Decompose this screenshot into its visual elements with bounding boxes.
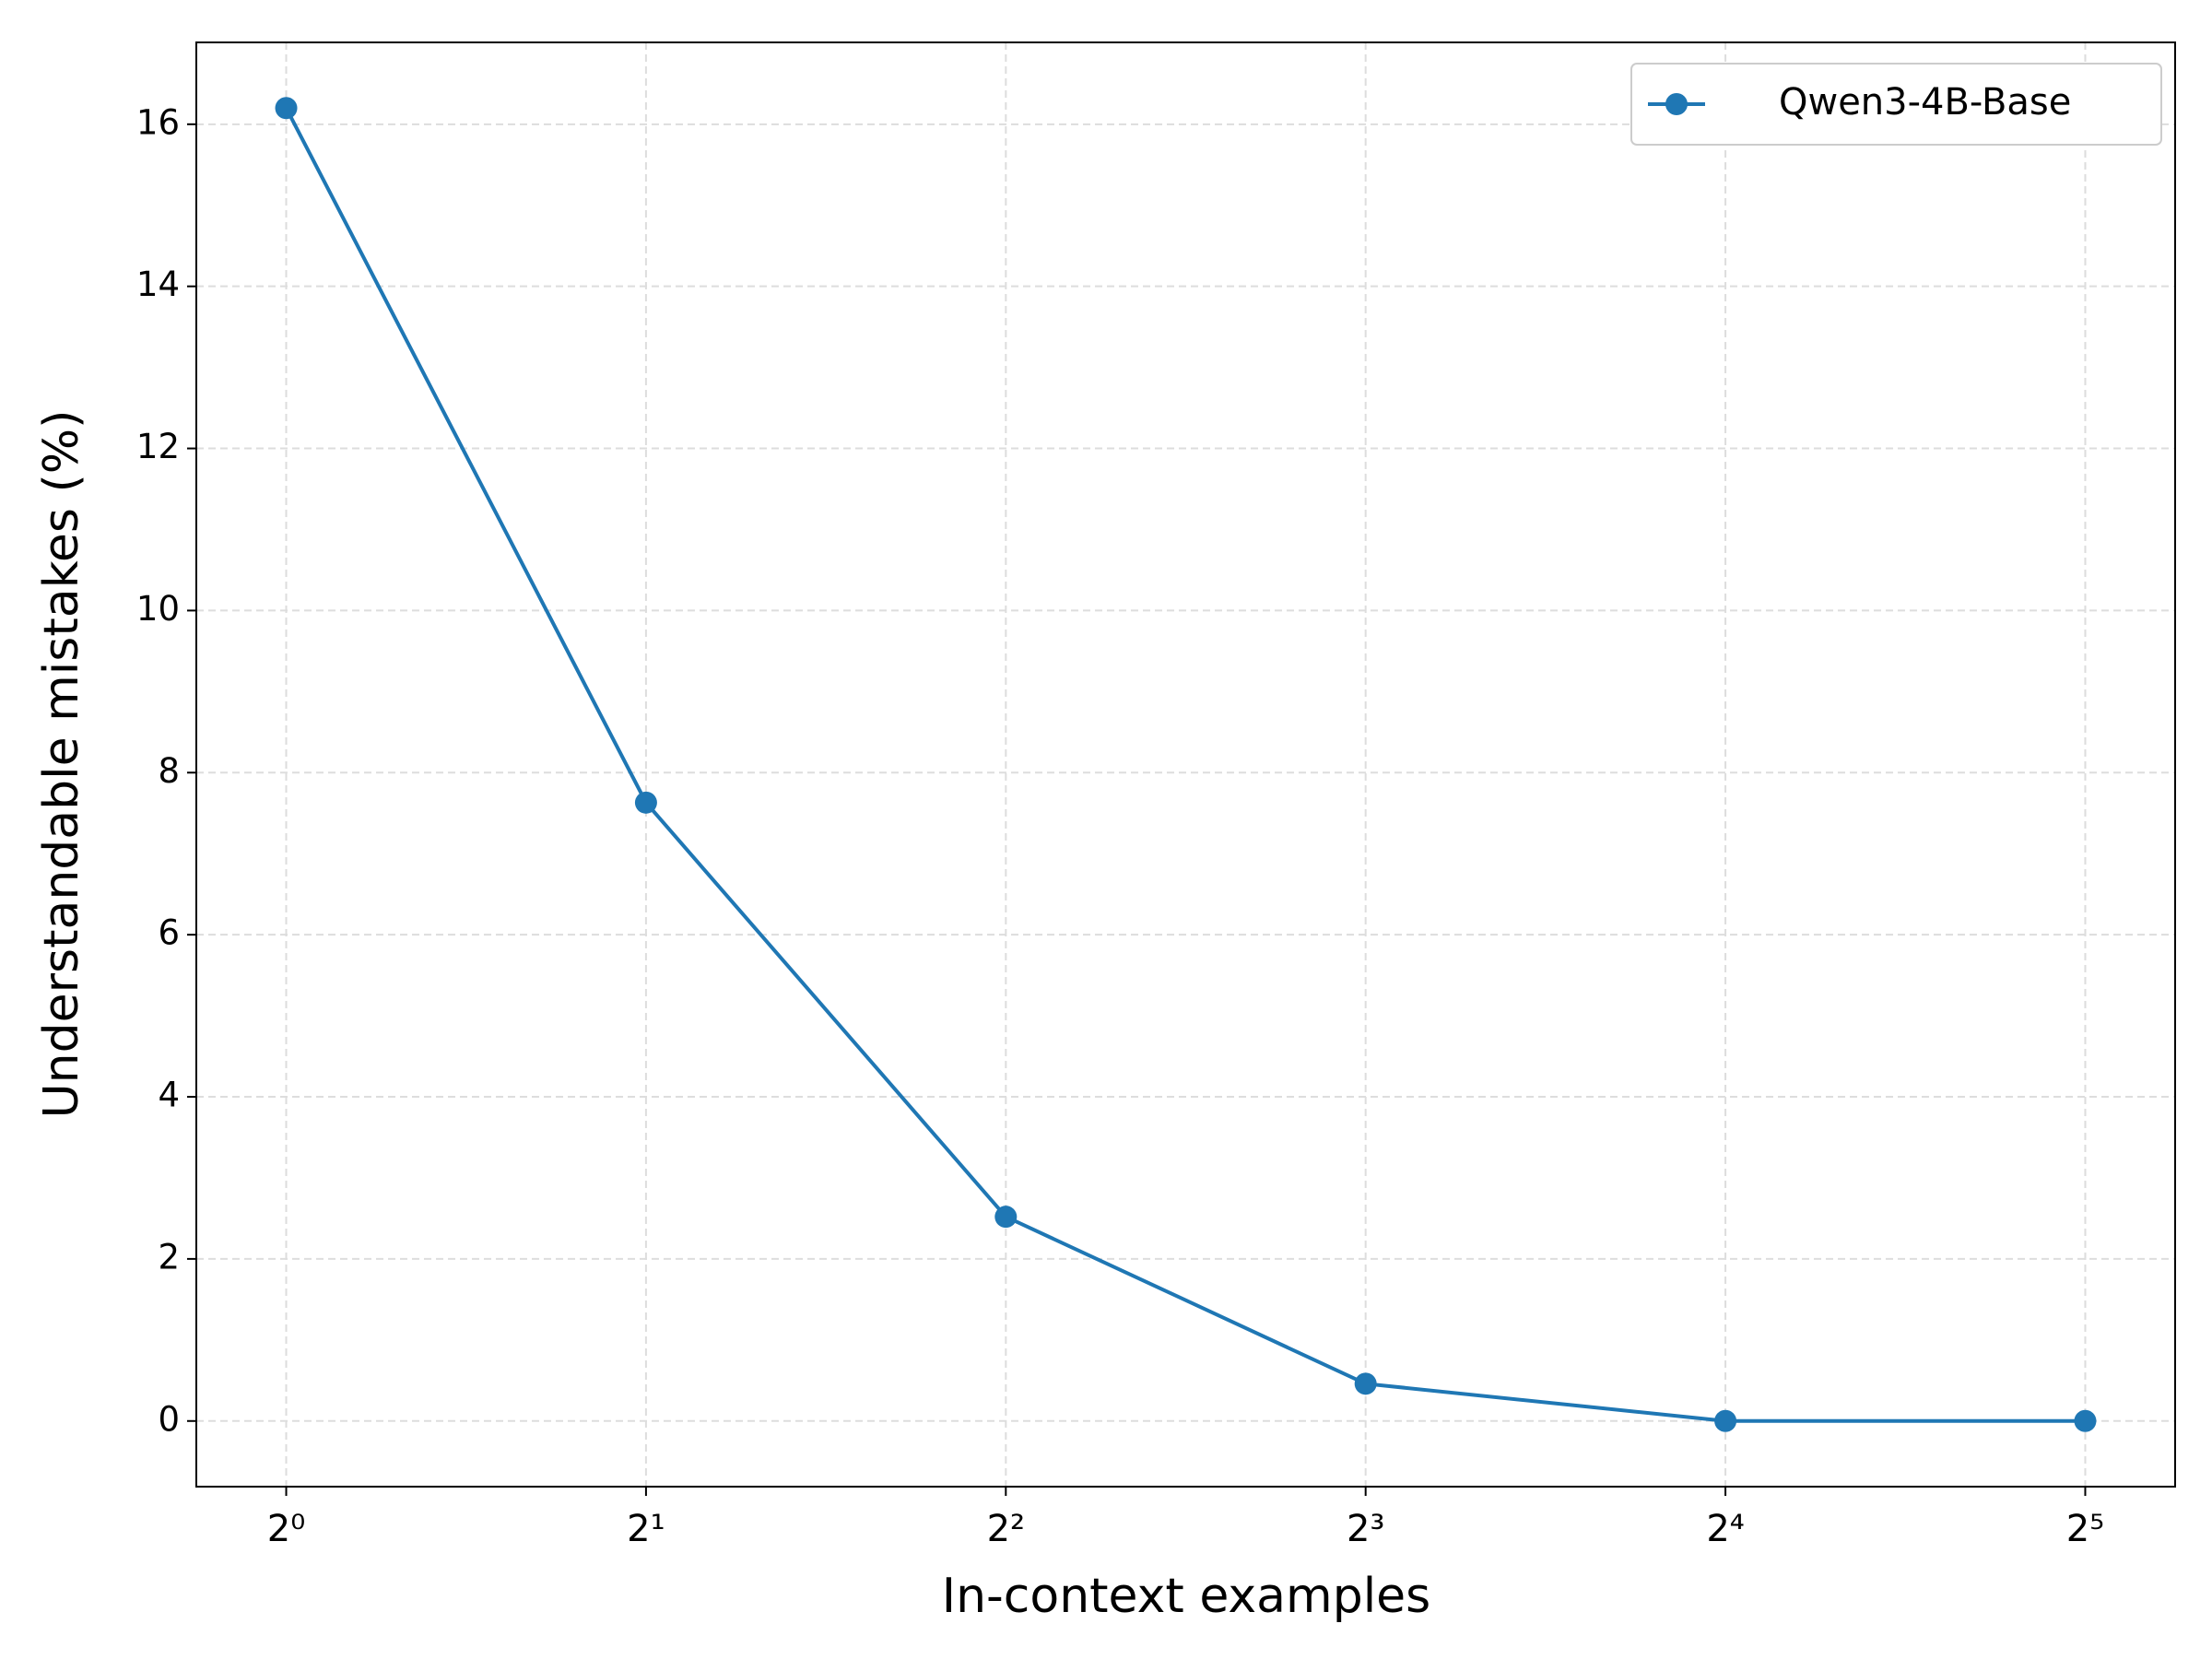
- plot-frame: [195, 41, 2176, 1488]
- y-tick-label: 14: [136, 265, 180, 304]
- marker: [275, 97, 298, 120]
- y-tick-label: 2: [158, 1237, 180, 1277]
- y-tick-label: 8: [158, 751, 180, 791]
- y-tick-label: 10: [136, 589, 180, 629]
- y-tick-label: 4: [158, 1076, 180, 1115]
- marker: [634, 791, 657, 814]
- y-axis-label: Understandable mistakes (%): [34, 410, 89, 1119]
- x-tick-label: 2⁰: [267, 1508, 305, 1550]
- x-tick-label: 2⁴: [1706, 1508, 1744, 1550]
- y-tick-label: 16: [136, 102, 180, 142]
- x-axis-label: In-context examples: [942, 1569, 1431, 1624]
- marker: [1354, 1372, 1377, 1395]
- legend-label: Qwen3-4B-Base: [1779, 81, 2071, 124]
- legend-marker: [1665, 93, 1688, 115]
- y-tick-label: 12: [136, 427, 180, 466]
- marker: [994, 1206, 1018, 1229]
- y-tick-label: 6: [158, 913, 180, 953]
- y-tick-label: 0: [158, 1399, 180, 1439]
- marker: [1714, 1409, 1737, 1432]
- x-tick-label: 2⁵: [2066, 1508, 2104, 1550]
- legend-box: [1630, 63, 2162, 146]
- marker: [2074, 1409, 2097, 1432]
- x-tick-label: 2²: [987, 1508, 1025, 1550]
- line: [284, 107, 2086, 1423]
- x-tick-label: 2³: [1347, 1508, 1384, 1550]
- x-tick-label: 2¹: [627, 1508, 665, 1550]
